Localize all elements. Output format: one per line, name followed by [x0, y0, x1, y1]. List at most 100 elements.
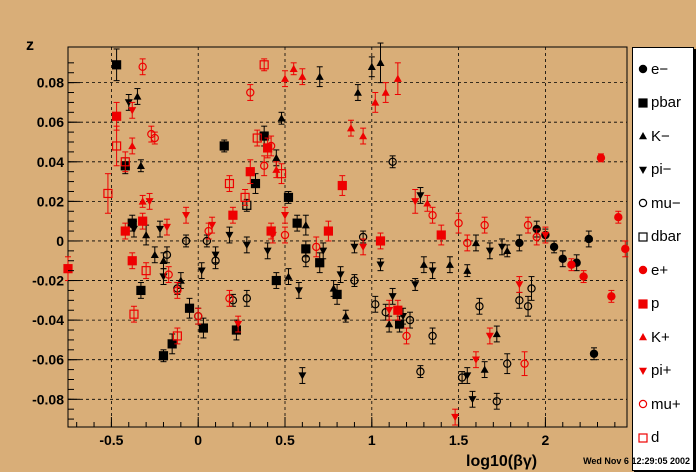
legend-marker-shape [639, 367, 647, 375]
x-tick-label: 0 [194, 432, 202, 448]
data-point [523, 302, 533, 311]
data-point [367, 62, 376, 70]
data-point [471, 238, 480, 247]
series-6 [567, 153, 630, 303]
data-point [428, 267, 437, 275]
data-point [158, 351, 169, 361]
legend-entry: dbar [633, 224, 693, 250]
data-point [159, 256, 168, 264]
data-point [463, 238, 472, 248]
data-point [411, 281, 420, 289]
y-tick-label: 0.06 [37, 114, 64, 130]
legend-label: K+ [651, 328, 670, 346]
legend-label: pi+ [651, 362, 672, 379]
data-point [204, 226, 213, 236]
y-tick-label: -0.02 [32, 273, 64, 289]
data-point [272, 165, 281, 173]
data-point [242, 294, 252, 303]
data-point [532, 232, 541, 242]
y-tick-label: 0 [56, 233, 64, 249]
data-point [463, 266, 472, 274]
data-point [128, 141, 137, 150]
data-point [337, 180, 347, 191]
data-point [315, 72, 324, 80]
data-point [454, 218, 463, 228]
data-point [411, 198, 420, 206]
data-point [289, 64, 298, 72]
data-point [485, 332, 494, 340]
data-point [621, 244, 630, 254]
data-point [329, 284, 338, 292]
data-point [136, 285, 146, 296]
data-point [375, 236, 386, 246]
data-point [463, 372, 472, 380]
data-point [558, 254, 567, 263]
data-point [145, 198, 154, 206]
legend-label: pbar [651, 94, 682, 111]
data-point [376, 261, 385, 269]
data-point [156, 225, 165, 234]
legend-label: p [651, 295, 660, 312]
data-point [549, 242, 559, 252]
data-point [150, 133, 160, 143]
data-point [388, 293, 397, 301]
data-point [272, 153, 281, 162]
data-point [388, 157, 397, 166]
x-tick-label: 0.5 [275, 432, 295, 448]
data-point [419, 260, 428, 268]
series-11 [103, 58, 287, 345]
x-tick-label: -0.5 [99, 432, 123, 448]
data-point [584, 234, 594, 244]
data-point [541, 231, 550, 240]
data-point [451, 413, 460, 422]
data-point [359, 243, 368, 251]
data-point [346, 124, 355, 132]
data-point [280, 230, 290, 240]
legend-marker [638, 64, 648, 74]
data-point [63, 264, 73, 274]
data-point [402, 331, 411, 341]
data-point [485, 247, 494, 255]
data-point [162, 250, 172, 260]
legend-entry: p [633, 291, 693, 317]
data-point [385, 307, 394, 315]
data-point [393, 74, 402, 82]
data-point [371, 300, 380, 309]
legend-marker-shape [638, 198, 648, 208]
legend-entry: pi+ [633, 358, 693, 384]
x-axis-label: log10(βγ) [466, 453, 537, 470]
data-point [301, 254, 311, 263]
legend-label: mu− [651, 194, 681, 212]
data-point [219, 141, 229, 151]
data-point [103, 188, 113, 199]
data-point [136, 161, 145, 169]
data-point [162, 223, 171, 232]
data-point [184, 303, 195, 313]
data-point [480, 220, 489, 230]
data-point [381, 88, 390, 96]
data-point [471, 356, 480, 364]
data-point [182, 212, 191, 220]
data-point [520, 359, 529, 368]
data-point [492, 397, 501, 406]
data-point [416, 367, 425, 376]
legend-marker [638, 97, 648, 108]
data-point [240, 192, 250, 203]
legend-label: K− [651, 127, 670, 145]
data-point [276, 169, 287, 179]
legend-marker [638, 432, 648, 443]
data-point [120, 157, 130, 167]
legend-marker-shape [639, 166, 647, 174]
legend-label: pi− [651, 161, 672, 178]
legend-entry: mu+ [633, 391, 693, 417]
data-point [319, 247, 328, 255]
series-9 [128, 101, 550, 426]
data-point [515, 238, 524, 248]
data-point [294, 287, 303, 295]
data-point [271, 275, 281, 286]
data-point [298, 372, 307, 380]
data-point [128, 107, 137, 115]
legend-marker [638, 265, 648, 275]
data-point [393, 305, 403, 315]
y-tick-label: 0.02 [37, 193, 64, 209]
